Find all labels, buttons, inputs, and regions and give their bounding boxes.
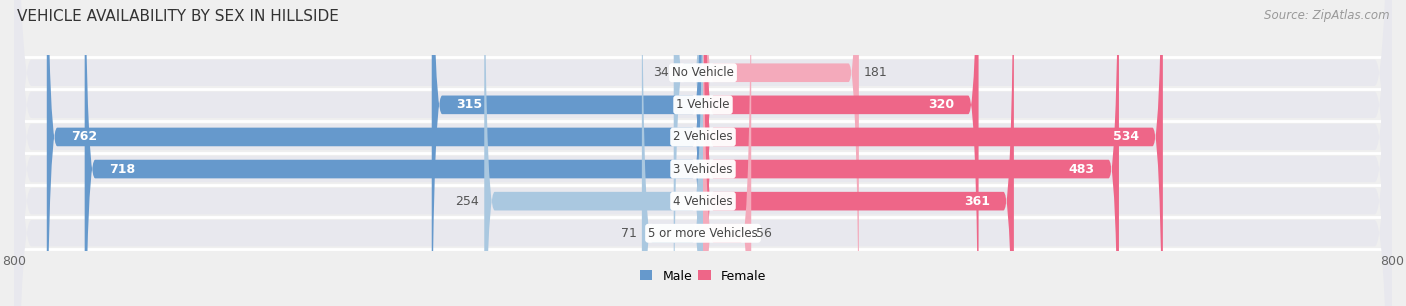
Text: 5 or more Vehicles: 5 or more Vehicles: [648, 227, 758, 240]
FancyBboxPatch shape: [703, 0, 1014, 306]
Text: 320: 320: [928, 98, 955, 111]
FancyBboxPatch shape: [643, 0, 703, 306]
Text: No Vehicle: No Vehicle: [672, 66, 734, 79]
FancyBboxPatch shape: [703, 0, 751, 306]
Text: 2 Vehicles: 2 Vehicles: [673, 130, 733, 144]
FancyBboxPatch shape: [703, 0, 1119, 306]
Text: 762: 762: [70, 130, 97, 144]
Text: 718: 718: [108, 162, 135, 176]
FancyBboxPatch shape: [703, 0, 1163, 306]
Text: 181: 181: [865, 66, 887, 79]
FancyBboxPatch shape: [432, 0, 703, 306]
Text: 534: 534: [1112, 130, 1139, 144]
FancyBboxPatch shape: [14, 0, 1392, 306]
Legend: Male, Female: Male, Female: [636, 265, 770, 288]
FancyBboxPatch shape: [84, 0, 703, 306]
FancyBboxPatch shape: [14, 0, 1392, 306]
FancyBboxPatch shape: [14, 0, 1392, 306]
FancyBboxPatch shape: [14, 0, 1392, 306]
Text: 71: 71: [621, 227, 637, 240]
Text: 254: 254: [456, 195, 479, 208]
FancyBboxPatch shape: [14, 0, 1392, 306]
Text: 3 Vehicles: 3 Vehicles: [673, 162, 733, 176]
FancyBboxPatch shape: [14, 0, 1392, 306]
Text: 34: 34: [652, 66, 669, 79]
FancyBboxPatch shape: [703, 0, 979, 306]
FancyBboxPatch shape: [484, 0, 703, 306]
FancyBboxPatch shape: [673, 0, 703, 306]
FancyBboxPatch shape: [46, 0, 703, 306]
Text: 4 Vehicles: 4 Vehicles: [673, 195, 733, 208]
FancyBboxPatch shape: [703, 0, 859, 306]
Text: VEHICLE AVAILABILITY BY SEX IN HILLSIDE: VEHICLE AVAILABILITY BY SEX IN HILLSIDE: [17, 9, 339, 24]
Text: 483: 483: [1069, 162, 1095, 176]
Text: 315: 315: [456, 98, 482, 111]
Text: 1 Vehicle: 1 Vehicle: [676, 98, 730, 111]
Text: 361: 361: [963, 195, 990, 208]
Text: 56: 56: [756, 227, 772, 240]
Text: Source: ZipAtlas.com: Source: ZipAtlas.com: [1264, 9, 1389, 22]
